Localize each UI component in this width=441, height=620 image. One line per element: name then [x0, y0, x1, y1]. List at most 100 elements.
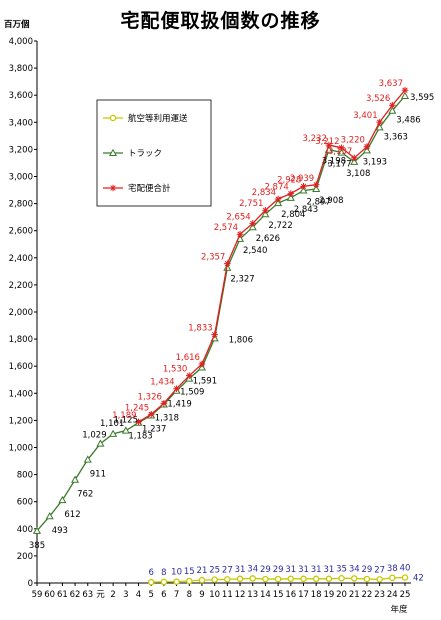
air-data-label: 6 [148, 568, 153, 578]
x-tick-label: 8 [187, 590, 192, 600]
total-data-label: 3,401 [353, 111, 377, 121]
air-data-label: 31 [311, 565, 322, 575]
x-tick-label: 16 [285, 590, 296, 600]
truck-data-label: 1,237 [142, 424, 166, 434]
x-tick-label: 23 [374, 590, 385, 600]
x-tick-label: 21 [349, 590, 360, 600]
truck-data-label: 2,540 [243, 246, 267, 256]
series-2-point [312, 181, 320, 189]
truck-data-label: 3,486 [396, 116, 420, 126]
truck-data-label: 1,509 [180, 388, 204, 398]
air-data-label: 10 [171, 568, 182, 578]
total-data-label: 3,637 [379, 79, 403, 89]
legend-marker-0 [109, 114, 117, 122]
truck-data-label: 3,363 [384, 132, 408, 142]
legend-marker-1 [108, 148, 118, 157]
y-axis-label: 百万個 [4, 19, 30, 30]
series-1-point [109, 429, 118, 437]
y-tick-label: 1,400 [9, 389, 33, 399]
truck-data-label: 493 [52, 526, 68, 536]
truck-data-label: 3,177 [327, 160, 351, 170]
series-1-point [400, 91, 410, 99]
y-tick-label: 200 [17, 552, 33, 562]
truck-data-label: 1,318 [155, 413, 179, 423]
series-2-point [236, 230, 244, 238]
total-data-label: 2,654 [226, 212, 250, 222]
series-0-point [300, 575, 307, 583]
total-data-label: 1,189 [112, 411, 136, 421]
series-0-point [325, 575, 333, 583]
air-data-label: 25 [209, 566, 220, 576]
series-2-point [160, 400, 168, 407]
series-2-point [300, 182, 307, 190]
air-data-label-extra: 42 [413, 573, 424, 583]
series-0-point [249, 575, 256, 582]
series-2-point [389, 101, 396, 109]
series-2-point [338, 144, 345, 152]
total-data-label: 1,616 [176, 353, 200, 363]
series-2-point [262, 206, 269, 214]
x-tick-label: 17 [298, 590, 309, 600]
x-tick-label: 24 [387, 590, 398, 600]
x-tick-label: 25 [400, 590, 411, 600]
truck-data-label: 2,804 [281, 210, 305, 220]
series-1-point [350, 157, 359, 165]
air-data-label: 8 [161, 568, 166, 578]
truck-data-label: 2,327 [230, 275, 254, 285]
series-0-point [274, 575, 282, 583]
y-tick-label: 4,000 [9, 37, 33, 47]
x-tick-label: 62 [70, 590, 81, 600]
air-data-label: 34 [247, 564, 258, 574]
total-data-label: 1,833 [188, 324, 212, 334]
air-data-label: 21 [197, 566, 208, 576]
x-tick-label: 4 [136, 590, 141, 600]
y-tick-label: 1,800 [9, 335, 33, 345]
legend-label-0: 航空等利用運送 [128, 113, 188, 124]
series-2-point [376, 118, 383, 126]
total-data-label: 1,245 [125, 403, 149, 413]
series-1-point [299, 186, 308, 194]
x-tick-label: 15 [273, 590, 284, 600]
truck-data-label: 1,125 [114, 416, 138, 426]
series-0-point [338, 575, 345, 582]
series-2-point [135, 418, 142, 426]
x-tick-label: 13 [247, 590, 258, 600]
x-tick-label: 3 [123, 590, 128, 600]
total-data-label: 1,530 [163, 365, 187, 375]
total-data-label: 3,220 [341, 136, 365, 146]
air-data-label: 29 [260, 565, 271, 575]
y-tick-label: 1,600 [9, 362, 33, 372]
series-0-point [236, 575, 244, 583]
truck-data-label: 1,183 [128, 432, 152, 442]
truck-data-label: 1,029 [82, 431, 106, 441]
series-2-point [185, 372, 193, 379]
y-tick-label: 800 [17, 471, 33, 481]
truck-data-label: 3,198 [322, 157, 346, 167]
series-1-point [312, 184, 321, 193]
y-tick-label: 2,400 [9, 254, 33, 264]
total-data-label: 2,357 [201, 253, 225, 263]
total-data-label: 3,212 [315, 137, 339, 147]
y-tick-label: 3,000 [9, 173, 33, 183]
total-data-label: 2,834 [252, 188, 276, 198]
legend-label-1: トラック [128, 149, 162, 159]
air-data-label: 31 [323, 565, 334, 575]
y-tick-label: 400 [17, 525, 33, 535]
x-tick-label: 12 [235, 590, 246, 600]
total-data-label: 2,939 [290, 174, 314, 184]
air-data-label: 40 [400, 564, 411, 574]
series-0-point [376, 576, 383, 583]
air-data-label: 29 [362, 565, 373, 575]
truck-data-label: 1,591 [193, 376, 217, 386]
truck-data-label: 1,419 [167, 400, 191, 410]
series-0-point [312, 575, 320, 583]
series-2-point [198, 360, 206, 368]
x-tick-label: 5 [148, 590, 153, 600]
truck-data-label: 1,806 [229, 335, 253, 345]
x-tick-label: 20 [336, 590, 347, 600]
y-tick-label: 3,600 [9, 91, 33, 101]
series-1-point [375, 123, 384, 131]
series-1-point [388, 106, 397, 114]
series-1-point [286, 193, 295, 201]
